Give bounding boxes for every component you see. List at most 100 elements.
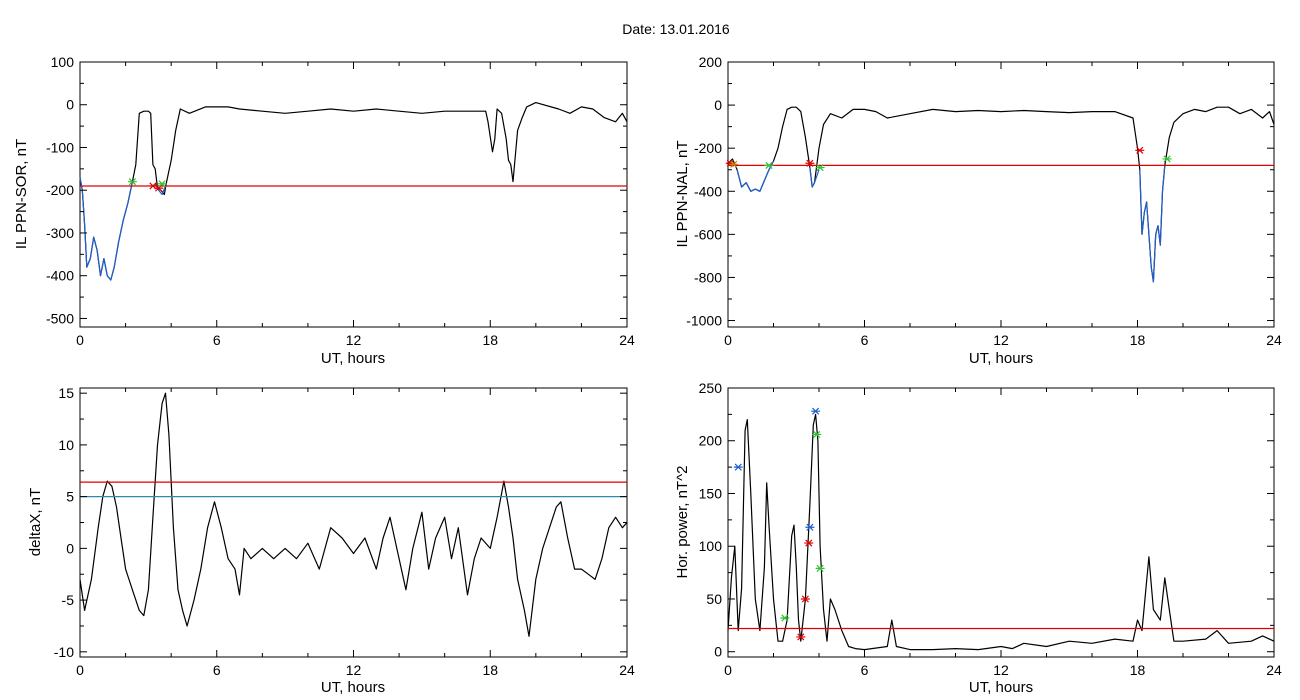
x-axis-label: UT, hours — [321, 679, 385, 696]
event-marker-3 — [800, 595, 810, 603]
x-tick-label: 18 — [1130, 332, 1146, 348]
x-tick-label: 6 — [861, 332, 869, 348]
x-tick-label: 12 — [346, 662, 362, 678]
y-tick-label: 100 — [699, 538, 723, 554]
y-tick-label: 200 — [699, 433, 723, 449]
y-tick-label: -600 — [694, 226, 722, 242]
y-tick-label: 10 — [58, 437, 74, 453]
x-tick-label: 6 — [213, 662, 221, 678]
panel-top-right: 0 6 12 18 24 200 0 -200 -400 -600 -800 -1000 UT, ho… — [674, 54, 1282, 367]
event-marker-2 — [154, 184, 164, 192]
event-marker-3 — [805, 159, 815, 167]
y-tick-label: -10 — [54, 644, 74, 660]
event-marker-6 — [1162, 155, 1172, 163]
x-tick-label: 0 — [724, 332, 732, 348]
y-tick-label: 250 — [699, 380, 723, 396]
series-line-0 — [727, 106, 1275, 283]
panel-bottom-left: 0 6 12 18 24 15 10 5 0 -5 -10 UT, hours deltaX, nT — [27, 385, 635, 696]
series-layer — [727, 106, 1275, 283]
plot-frame — [727, 387, 1275, 658]
x-tick-label: 12 — [993, 332, 1009, 348]
tick-layer: 0 6 12 18 24 100 0 -100 -200 -300 -400 -500 — [46, 54, 635, 348]
series-layer — [727, 413, 1275, 651]
x-tick-label: 24 — [1266, 662, 1282, 678]
event-marker-0 — [127, 178, 137, 186]
y-tick-label: 200 — [699, 54, 723, 70]
y-tick-label: -200 — [694, 140, 722, 156]
event-marker-7 — [812, 430, 822, 438]
y-tick-label: 0 — [66, 540, 74, 556]
tick-layer: 0 6 12 18 24 15 10 5 0 -5 -10 — [54, 385, 635, 678]
event-marker-2 — [796, 633, 806, 641]
y-tick-label: 0 — [66, 97, 74, 113]
tick-layer: 0 6 12 18 24 250 200 150 100 50 0 — [699, 380, 1282, 678]
y-tick-label: -400 — [46, 268, 74, 284]
y-axis-label: IL PPN-NAL, nT — [674, 141, 691, 248]
plot-frame — [727, 61, 1275, 328]
x-tick-label: 12 — [346, 332, 362, 348]
y-tick-label: -400 — [694, 183, 722, 199]
x-tick-label: 12 — [993, 662, 1009, 678]
event-marker-1 — [780, 614, 790, 622]
x-tick-label: 0 — [76, 332, 84, 348]
series-layer — [79, 392, 628, 637]
y-tick-label: 5 — [66, 489, 74, 505]
x-axis-label: UT, hours — [321, 350, 385, 367]
x-tick-label: 0 — [76, 662, 84, 678]
x-tick-label: 0 — [724, 662, 732, 678]
x-axis-label: UT, hours — [969, 350, 1033, 367]
x-tick-label: 24 — [1266, 332, 1282, 348]
y-axis-label: Hor. power, nT^2 — [674, 466, 691, 579]
y-tick-label: -200 — [46, 182, 74, 198]
series-line-3 — [1139, 165, 1166, 283]
marker-layer — [725, 146, 1172, 172]
y-tick-label: -500 — [46, 310, 74, 326]
y-tick-label: -1000 — [686, 313, 722, 329]
event-marker-2 — [764, 161, 774, 169]
event-marker-4 — [804, 539, 814, 547]
x-tick-label: 18 — [482, 332, 498, 348]
event-marker-3 — [157, 180, 167, 188]
x-tick-label: 6 — [213, 332, 221, 348]
x-tick-label: 18 — [482, 662, 498, 678]
event-marker-5 — [805, 523, 815, 531]
event-marker-0 — [733, 463, 743, 471]
x-tick-label: 24 — [619, 662, 635, 678]
series-line-0 — [79, 392, 628, 637]
y-tick-label: 0 — [714, 644, 722, 660]
series-line-2 — [809, 167, 820, 188]
y-tick-label: -100 — [46, 139, 74, 155]
series-layer — [79, 101, 628, 281]
event-marker-5 — [1135, 146, 1145, 154]
plot-frame — [79, 387, 628, 658]
y-axis-label: deltaX, nT — [27, 488, 44, 556]
series-line-0 — [79, 101, 628, 281]
y-tick-label: 15 — [58, 385, 74, 401]
x-tick-label: 24 — [619, 332, 635, 348]
y-tick-label: 0 — [714, 97, 722, 113]
y-tick-label: 150 — [699, 485, 723, 501]
x-tick-label: 18 — [1130, 662, 1146, 678]
y-tick-label: -5 — [62, 592, 75, 608]
tick-layer: 0 6 12 18 24 200 0 -200 -400 -600 -800 -1000 — [686, 54, 1282, 348]
y-tick-label: 100 — [51, 54, 75, 70]
series-line-0 — [727, 413, 1275, 651]
event-marker-8 — [815, 564, 825, 572]
marker-layer — [733, 407, 825, 641]
event-marker-4 — [815, 163, 825, 172]
y-tick-label: 50 — [706, 591, 722, 607]
y-tick-label: -300 — [46, 225, 74, 241]
series-line-1 — [79, 177, 133, 281]
event-marker-6 — [811, 407, 821, 415]
y-axis-label: IL PPN-SOR, nT — [13, 139, 30, 249]
panel-top-left: 0 6 12 18 24 100 0 -100 -200 -300 -400 -500 UT, hou… — [13, 54, 635, 367]
series-line-1 — [736, 160, 775, 192]
panel-bottom-right: 0 6 12 18 24 250 200 150 100 50 0 UT, hours Hor. p… — [674, 380, 1282, 696]
marker-layer — [127, 178, 167, 192]
event-marker-1 — [729, 160, 739, 168]
y-tick-label: -800 — [694, 269, 722, 285]
x-tick-label: 6 — [861, 662, 869, 678]
x-axis-label: UT, hours — [969, 679, 1033, 696]
figure-title: Date: 13.01.2016 — [622, 21, 730, 37]
